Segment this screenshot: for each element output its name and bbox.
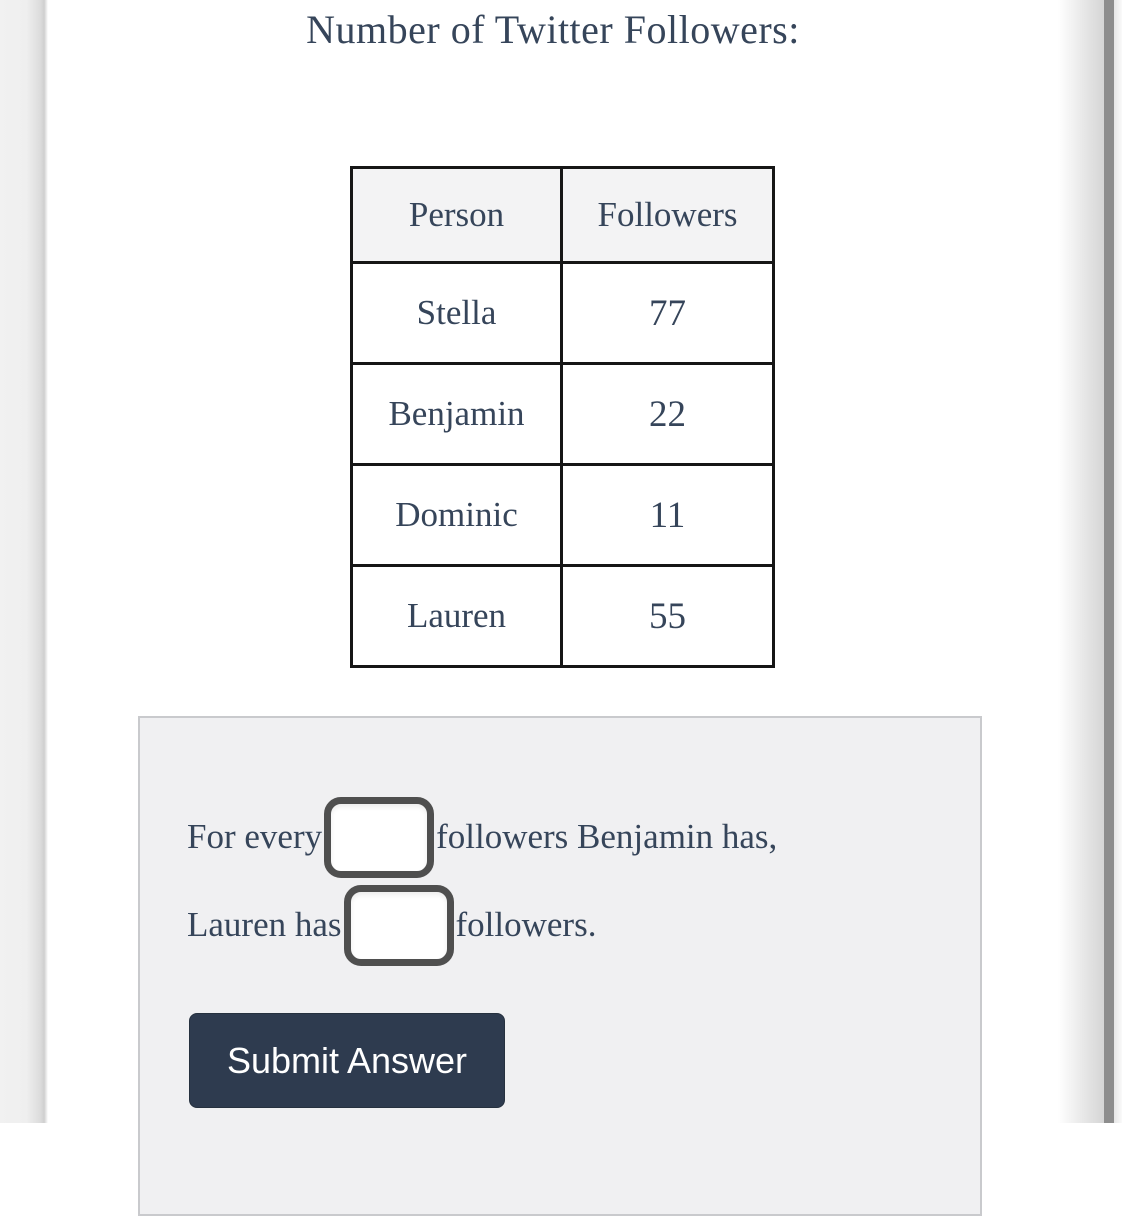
table-row: Benjamin 22 (350, 362, 775, 466)
question-line-2-suffix: followers. (455, 905, 597, 944)
question-line-2: Lauren has followers. (187, 883, 596, 967)
followers-cell: 77 (560, 261, 775, 365)
right-page-edge (1114, 0, 1122, 1123)
answer-input-2[interactable] (343, 884, 454, 966)
followers-cell: 55 (560, 564, 775, 668)
table-header-row: Person Followers (350, 166, 775, 264)
page-title: Number of Twitter Followers: (306, 7, 800, 52)
table-row: Lauren 55 (350, 564, 775, 668)
followers-table: Person Followers Stella 77 Benjamin 22 D… (350, 166, 775, 668)
question-line-1: For every followers Benjamin has, (187, 796, 777, 878)
col-header-followers: Followers (560, 166, 775, 264)
submit-answer-button[interactable]: Submit Answer (189, 1013, 505, 1108)
col-header-person: Person (350, 166, 563, 264)
question-line-1-suffix: followers Benjamin has, (436, 817, 778, 856)
right-page-shadow (1058, 0, 1104, 1123)
left-page-texture (0, 0, 48, 1123)
person-cell: Benjamin (350, 362, 563, 466)
person-cell: Lauren (350, 564, 563, 668)
table-row: Dominic 11 (350, 463, 775, 567)
question-line-1-prefix: For every (187, 817, 323, 856)
followers-cell: 22 (560, 362, 775, 466)
table-row: Stella 77 (350, 261, 775, 365)
followers-cell: 11 (560, 463, 775, 567)
right-page-bezel (1104, 0, 1114, 1123)
question-line-2-prefix: Lauren has (187, 905, 342, 944)
person-cell: Stella (350, 261, 563, 365)
answer-panel: For every followers Benjamin has, Lauren… (138, 716, 982, 1216)
person-cell: Dominic (350, 463, 563, 567)
answer-input-1[interactable] (324, 796, 435, 878)
